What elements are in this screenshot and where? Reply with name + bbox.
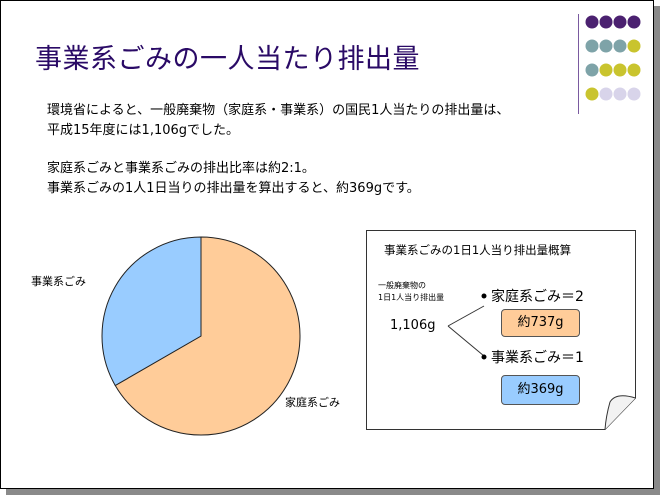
pie-slice-business (101, 236, 202, 387)
total-label: 一般廃棄物の 1日1人当り排出量 (378, 280, 444, 304)
decor-dot (599, 39, 613, 53)
slide-title: 事業系ごみの一人当たり排出量 (35, 44, 420, 75)
household-bullet (481, 293, 487, 299)
calculation-box: 事業系ごみの1日1人当り排出量概算 一般廃棄物の 1日1人当り排出量 1,106… (366, 230, 636, 430)
decor-dot (599, 63, 613, 77)
slide: 事業系ごみの一人当たり排出量 環境省によると、一般廃棄物（家庭系・事業系）の国民… (0, 0, 654, 489)
decor-divider (578, 14, 579, 114)
business-bullet (481, 354, 487, 360)
total-label-line-2: 1日1人当り排出量 (378, 293, 445, 302)
pie-slice-household (114, 236, 301, 436)
pie-chart (101, 236, 301, 436)
decor-dot (585, 15, 599, 29)
intro-paragraph: 環境省によると、一般廃棄物（家庭系・事業系）の国民1人当たりの排出量は、 平成1… (47, 101, 509, 141)
pie-label-business: 事業系ごみ (31, 275, 86, 288)
ratio-paragraph: 家庭系ごみと事業系ごみの排出比率は約2:1。 事業系ごみの1人1日当りの排出量を… (47, 159, 420, 199)
box-heading: 事業系ごみの1日1人当り排出量概算 (384, 243, 572, 257)
decor-dot (627, 39, 641, 53)
decor-dot (599, 15, 613, 29)
decor-dot (627, 63, 641, 77)
household-ratio-label: 家庭系ごみ＝2 (491, 289, 584, 305)
decor-dot (613, 15, 627, 29)
decor-dot (585, 39, 599, 53)
intro-line-1: 環境省によると、一般廃棄物（家庭系・事業系）の国民1人当たりの排出量は、 (47, 103, 510, 118)
decor-dot (613, 87, 627, 101)
decor-dot (613, 63, 627, 77)
decor-dot-grid (585, 15, 641, 101)
decor-dot (599, 87, 613, 101)
ratio-line-2: 事業系ごみの1人1日当りの排出量を算出すると、約369gです。 (47, 181, 420, 196)
household-value-badge: 約737g (501, 309, 580, 337)
total-label-line-1: 一般廃棄物の (378, 281, 426, 290)
business-ratio-label: 事業系ごみ＝1 (491, 350, 584, 366)
pie-chart-svg (101, 236, 301, 436)
ratio-line-1: 家庭系ごみと事業系ごみの排出比率は約2:1。 (47, 161, 315, 176)
business-value-badge: 約369g (501, 375, 580, 405)
intro-line-2: 平成15年度には1,106gでした。 (47, 123, 240, 138)
decor-dot (585, 87, 599, 101)
decor-dot (627, 15, 641, 29)
decor-dot (613, 39, 627, 53)
total-value: 1,106g (390, 318, 436, 333)
decor-dot (627, 87, 641, 101)
pie-label-household: 家庭系ごみ (285, 396, 340, 409)
decor-dot (585, 63, 599, 77)
